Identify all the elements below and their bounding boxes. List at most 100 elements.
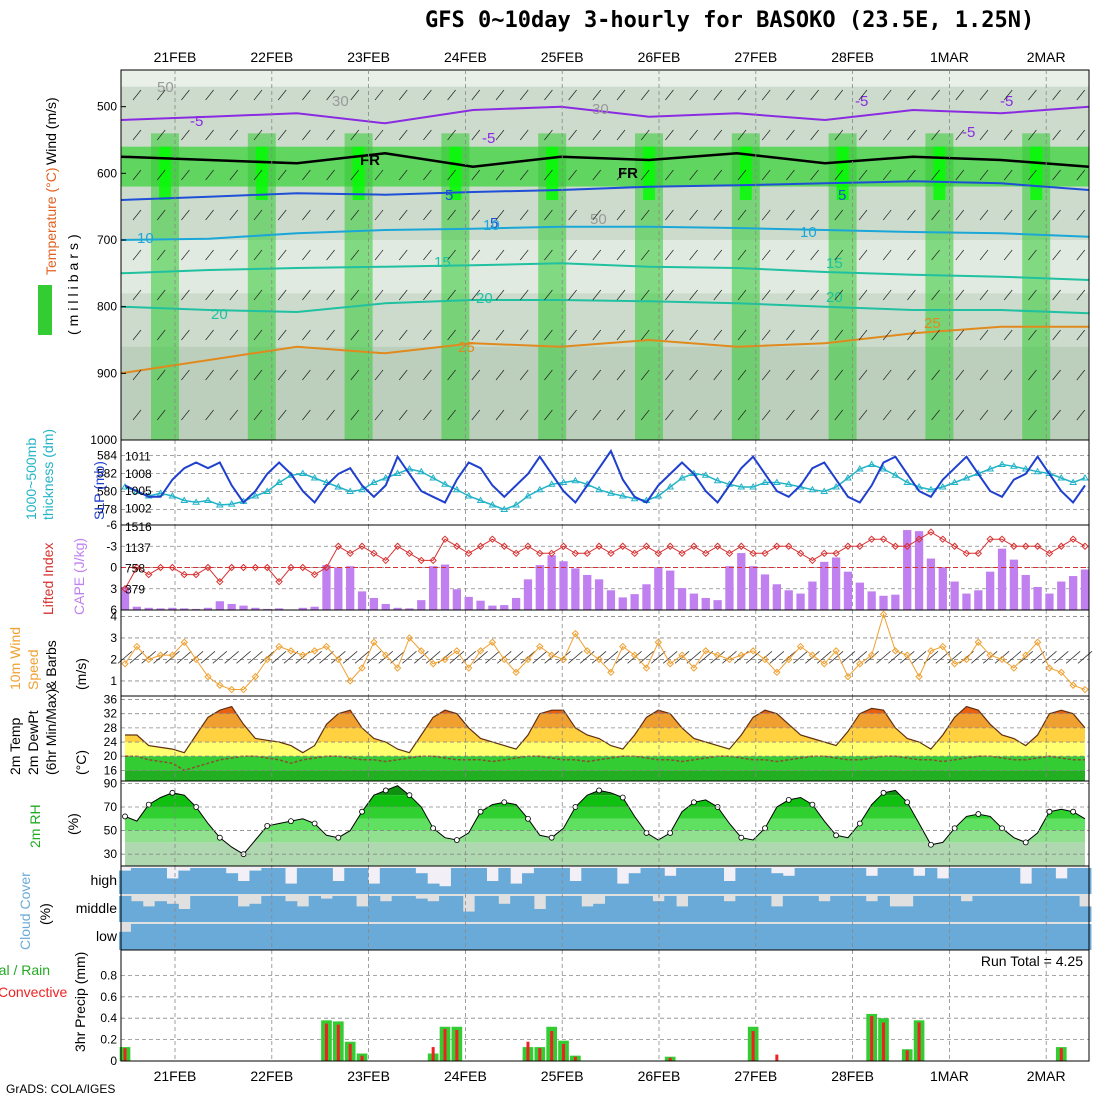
isotherm-10 bbox=[120, 225, 1090, 241]
upper-wind-barb bbox=[616, 249, 626, 261]
cloud-bar-middle bbox=[1007, 896, 1021, 922]
precip-convective-bar bbox=[550, 1031, 554, 1061]
cloud-bar-middle bbox=[285, 901, 298, 922]
wind-barb bbox=[532, 650, 548, 664]
lifted-index-point bbox=[974, 549, 983, 558]
upper-wind-barb bbox=[302, 129, 311, 141]
precip-ylabel-3: 3hr Precip (mm) bbox=[72, 952, 88, 1052]
precip-panel-frame bbox=[120, 949, 1090, 1062]
cloud-bar-middle bbox=[984, 896, 997, 922]
upper-wind-barb bbox=[713, 129, 723, 141]
upper-wind-barb bbox=[931, 329, 940, 341]
slp-line bbox=[124, 448, 1086, 505]
wind-barb bbox=[591, 650, 607, 664]
cloud-bar-low bbox=[806, 924, 819, 950]
cloud-bar-low bbox=[308, 924, 322, 950]
rh-point bbox=[216, 834, 223, 841]
lifted-index-point bbox=[441, 535, 449, 543]
precip-left-tick: 0.2 bbox=[100, 1033, 117, 1047]
rh-point bbox=[1046, 808, 1053, 815]
upper-wind-barb bbox=[979, 329, 989, 341]
cloud-bar-high bbox=[652, 868, 665, 894]
upper-wind-barb bbox=[205, 369, 214, 381]
upper-wind-barb bbox=[326, 329, 335, 341]
date-label-top: 22FEB bbox=[250, 49, 293, 65]
upper-wind-barb bbox=[1003, 329, 1013, 341]
thickness-point bbox=[654, 492, 663, 499]
lifted-index-point bbox=[524, 542, 532, 550]
upper-wind-barb bbox=[689, 89, 698, 101]
cape-bar bbox=[737, 553, 746, 610]
cloud-bar-high bbox=[533, 868, 547, 894]
wind-speed-point bbox=[690, 664, 698, 672]
cloud-bar-low bbox=[628, 924, 642, 950]
upper-wind-barb bbox=[374, 129, 384, 141]
upper-wind-barb bbox=[955, 409, 965, 421]
cloud-bar-high bbox=[332, 881, 345, 894]
upper-wind-barb bbox=[519, 409, 529, 421]
cloud-bar-middle bbox=[1043, 896, 1056, 922]
upper-wind-barb bbox=[374, 209, 384, 221]
cloud-bar-high bbox=[237, 881, 250, 894]
upper-wind-barb bbox=[277, 409, 287, 421]
cloud-bar-middle bbox=[925, 896, 938, 922]
date-label-top: 21FEB bbox=[154, 49, 197, 65]
lifted-index-point bbox=[1010, 542, 1018, 550]
cape-bar bbox=[251, 607, 260, 610]
cloud-bar-high bbox=[747, 868, 760, 894]
thickness-point bbox=[275, 478, 283, 485]
upper-wind-barb bbox=[907, 409, 916, 421]
upper-wind-barb bbox=[495, 289, 505, 301]
wind-barb bbox=[354, 650, 370, 664]
upper-wind-barb bbox=[326, 409, 335, 421]
cloud-bar-middle bbox=[415, 898, 428, 922]
wind-barb bbox=[911, 650, 927, 664]
upper-wind-barb bbox=[374, 409, 384, 421]
cloud-bar-high bbox=[830, 868, 843, 894]
upper-wind-barb bbox=[713, 409, 723, 421]
isotherm-20 bbox=[120, 299, 1090, 315]
lifted-index-point bbox=[749, 549, 757, 558]
precip-convective-bar bbox=[882, 1022, 886, 1061]
cloud-bar-middle bbox=[130, 901, 144, 922]
upper-wind-barb bbox=[786, 369, 795, 381]
cloud-bar-high bbox=[593, 868, 606, 894]
cloud-bar-low bbox=[367, 924, 381, 950]
wind-speed-point bbox=[654, 638, 663, 646]
wind-speed-point bbox=[903, 651, 911, 659]
cloud-bar-high bbox=[498, 868, 511, 894]
upper-wind-barb bbox=[834, 329, 844, 341]
contour-label: -5 bbox=[855, 93, 868, 110]
lifted-index-point bbox=[251, 563, 260, 572]
lifted-index-point bbox=[619, 542, 627, 550]
cape-bar bbox=[1021, 574, 1030, 610]
thickness-point bbox=[535, 485, 544, 493]
cloud-bar-middle bbox=[522, 896, 535, 922]
wind-speed-point bbox=[867, 651, 876, 659]
upper-wind-barb bbox=[834, 249, 844, 261]
cloud-bar-high bbox=[403, 868, 416, 894]
upper-wind-barb bbox=[979, 369, 989, 381]
upper-wind-barb bbox=[761, 409, 771, 421]
upper-wind-barb bbox=[181, 89, 190, 101]
wind-speed-point bbox=[441, 655, 449, 664]
lifted-index-point bbox=[204, 563, 212, 572]
cloud-bar-low bbox=[344, 924, 357, 950]
wind-barb bbox=[473, 650, 488, 664]
wind-barb bbox=[722, 650, 737, 664]
upper-wind-barb bbox=[761, 249, 771, 261]
cape-bar bbox=[511, 597, 521, 610]
upper-wind-barb bbox=[882, 249, 892, 261]
cape-bar bbox=[962, 593, 971, 610]
cloud-bar-middle bbox=[569, 896, 582, 922]
precip-convective-bar bbox=[917, 1022, 921, 1061]
cloud-bar-low bbox=[913, 924, 926, 950]
thickness-point bbox=[998, 460, 1006, 467]
contour-label: 5 bbox=[490, 215, 498, 232]
cloud-bar-high bbox=[1055, 878, 1068, 894]
precip-convective-bar bbox=[336, 1024, 340, 1061]
lifted-index-point bbox=[216, 577, 224, 586]
upper-wind-barb bbox=[350, 249, 360, 261]
precip-convective-bar bbox=[526, 1041, 530, 1061]
wind-speed-point bbox=[571, 629, 580, 638]
